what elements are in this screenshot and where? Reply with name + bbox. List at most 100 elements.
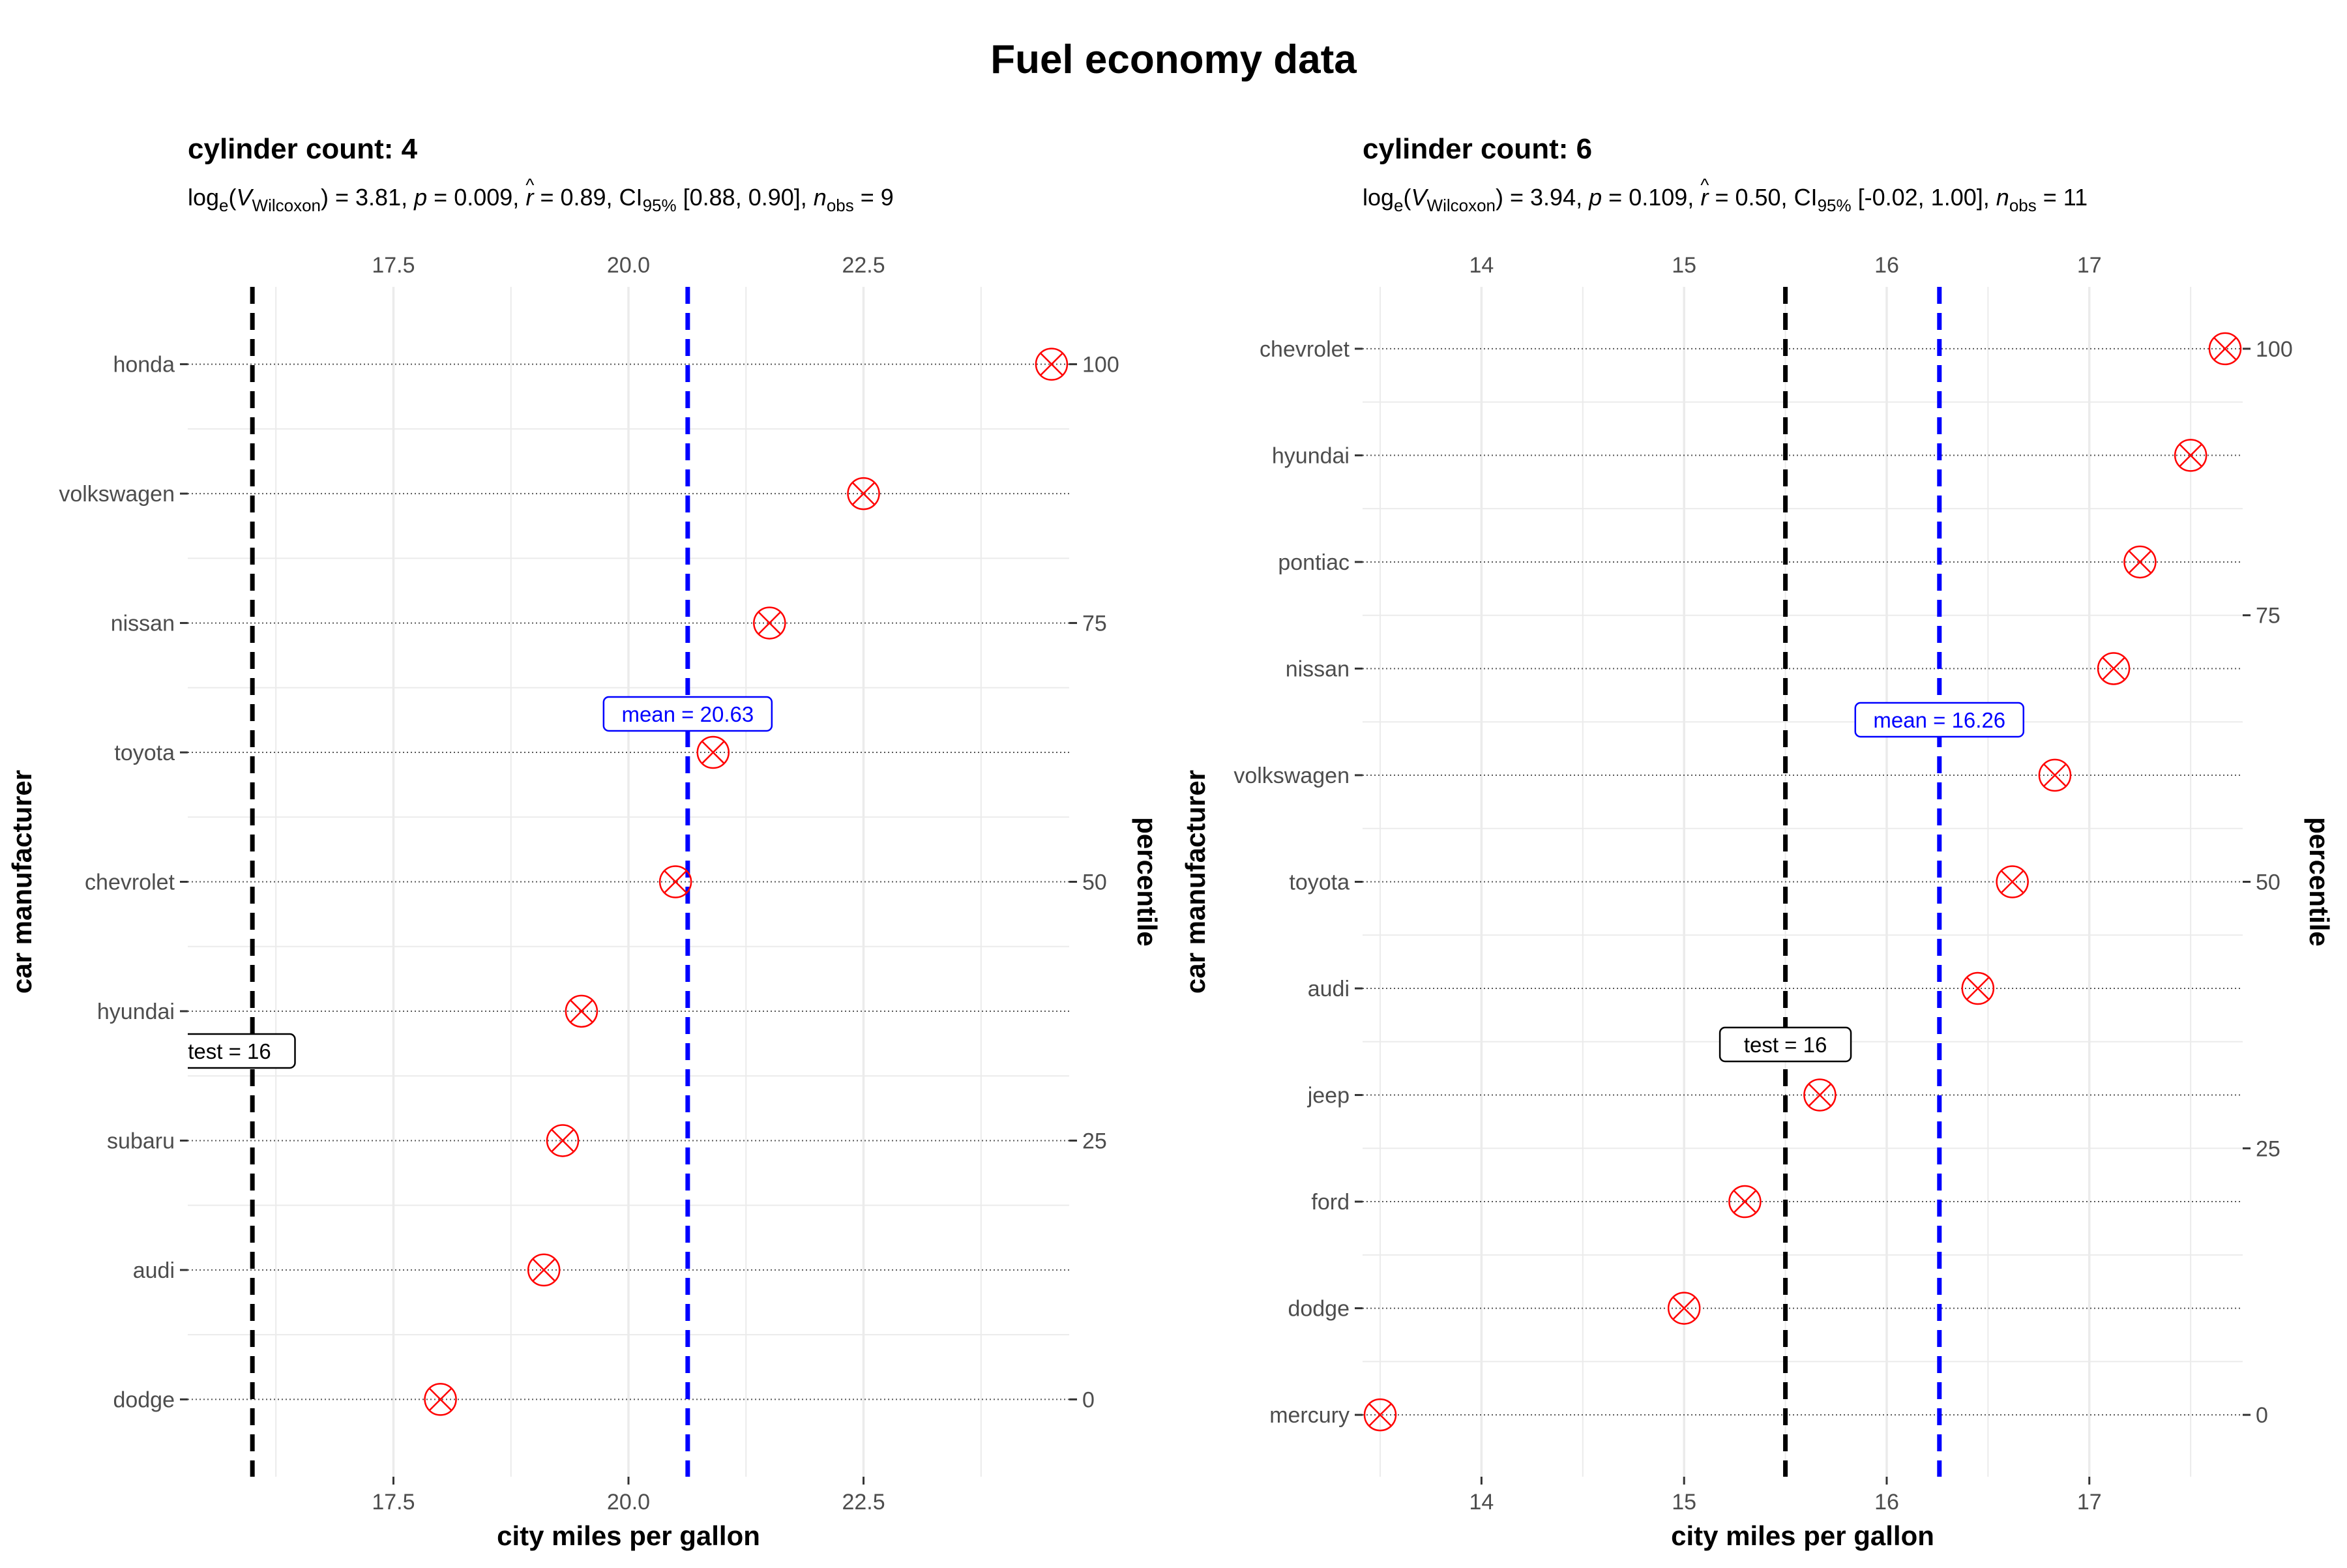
y-tick-label: audi: [133, 1258, 175, 1283]
data-point-nissan: [753, 606, 786, 640]
data-point-circle: [2038, 758, 2072, 792]
data-point-toyota: [696, 735, 730, 769]
x-tick-label-top: 14: [1469, 253, 1494, 278]
x-tick-label-top: 17.5: [372, 253, 415, 278]
data-point-circle: [658, 865, 692, 898]
data-point-cross: [851, 481, 876, 506]
data-point-jeep: [1803, 1078, 1837, 1112]
x-tick-label-top: 16: [1874, 253, 1899, 278]
data-point-circle: [565, 994, 598, 1028]
data-point-chevrolet: [658, 865, 692, 898]
data-point-honda: [1035, 348, 1069, 381]
mean-label-box: [602, 696, 773, 732]
x-tick-label-bottom: 15: [1672, 1490, 1696, 1515]
percentile-tick-label: 100: [2256, 337, 2293, 362]
x-tick-label-top: 17: [2077, 253, 2102, 278]
data-point-circle: [847, 477, 880, 510]
panel-title: cylinder count: 6: [1363, 133, 1592, 165]
data-point-dodge: [1667, 1292, 1701, 1325]
percentile-tick-label: 75: [2256, 604, 2281, 629]
data-point-volkswagen: [2038, 758, 2072, 792]
mean-label: mean = 20.63: [602, 696, 773, 732]
data-point-volkswagen: [847, 477, 880, 510]
data-point-cross: [1039, 352, 1064, 376]
data-point-cross: [663, 870, 688, 894]
figure-title: Fuel economy data: [990, 37, 1357, 82]
test-label-text: test = 16: [1744, 1033, 1827, 1057]
data-point-cross: [1966, 976, 1990, 1001]
data-point-cross: [701, 740, 725, 765]
chart-panel-2: cylinder count: 6 loge(VWilcoxon) = 3.94,…: [1180, 133, 2335, 1551]
data-point-hyundai: [565, 994, 598, 1028]
data-point-cross: [758, 611, 782, 635]
percentile-tick-label: 75: [1082, 612, 1107, 636]
data-point-cross: [2128, 550, 2152, 574]
data-point-cross: [428, 1387, 452, 1412]
y-tick-label: hyundai: [97, 999, 175, 1024]
y-tick-label: toyota: [1289, 870, 1350, 895]
data-point-dodge: [424, 1383, 457, 1416]
y-tick-label: pontiac: [1278, 550, 1350, 575]
data-point-cross: [1672, 1296, 1696, 1320]
data-point-circle: [1803, 1078, 1837, 1112]
panel-title: cylinder count: 4: [188, 133, 418, 165]
x-axis-title: city miles per gallon: [497, 1520, 760, 1551]
test-label: test = 16: [57, 1031, 296, 1071]
data-point-toyota: [1996, 865, 2029, 898]
data-point-cross: [2213, 336, 2237, 361]
y-tick-label: dodge: [113, 1387, 175, 1412]
data-point-ford: [1728, 1185, 1762, 1219]
data-point-hyundai: [2174, 439, 2207, 472]
x-tick-label-bottom: 22.5: [842, 1490, 885, 1515]
gridlines: [188, 287, 1069, 1477]
data-point-subaru: [546, 1124, 580, 1157]
y-tick-label: mercury: [1269, 1403, 1350, 1428]
y-tick-label: nissan: [111, 612, 175, 636]
y-tick-label: jeep: [1307, 1084, 1350, 1108]
y-tick-label: nissan: [1286, 657, 1350, 681]
x-axis-title: city miles per gallon: [1671, 1520, 1934, 1551]
data-point-circle: [1035, 348, 1069, 381]
percentile-axis-title: percentile: [1132, 817, 1162, 946]
data-point-circle: [1667, 1292, 1701, 1325]
label-clip-mask: [57, 1031, 188, 1071]
data-point-cross: [1733, 1189, 1757, 1214]
data-point-circle: [1961, 971, 1995, 1005]
mean-label-box: [1854, 702, 2025, 738]
data-point-cross: [2101, 657, 2126, 681]
data-point-mercury: [1363, 1398, 1397, 1432]
y-tick-label: volkswagen: [1233, 763, 1350, 788]
chart-panel-1: cylinder count: 4 loge(VWilcoxon) = 3.81,…: [7, 133, 1162, 1551]
test-label: test = 16: [1719, 1026, 1852, 1063]
data-point-circle: [527, 1253, 561, 1287]
y-axis-title: car manufacturer: [1180, 770, 1211, 994]
mean-label-text: mean = 16.26: [1873, 708, 2005, 732]
data-point-circle: [546, 1124, 580, 1157]
data-point-circle: [1996, 865, 2029, 898]
gridlines: [1363, 287, 2243, 1477]
y-tick-label: audi: [1308, 977, 1350, 1001]
y-tick-label: subaru: [107, 1129, 175, 1153]
x-tick-label-bottom: 16: [1874, 1490, 1899, 1515]
y-tick-label: chevrolet: [85, 870, 175, 895]
y-tick-label: dodge: [1288, 1297, 1350, 1322]
data-point-cross: [569, 999, 594, 1024]
data-point-cross: [2043, 763, 2067, 788]
percentile-tick-label: 0: [1082, 1387, 1095, 1412]
data-point-cross: [550, 1129, 575, 1153]
y-tick-label: ford: [1311, 1190, 1350, 1215]
data-point-circle: [424, 1383, 457, 1416]
x-tick-label-top: 15: [1672, 253, 1696, 278]
y-tick-label: volkswagen: [59, 482, 175, 507]
data-point-cross: [532, 1258, 556, 1282]
data-point-circle: [753, 606, 786, 640]
data-point-chevrolet: [2208, 332, 2242, 366]
y-tick-label: honda: [113, 353, 175, 377]
mean-label: mean = 16.26: [1854, 702, 2025, 738]
percentile-axis-title: percentile: [2304, 817, 2335, 946]
data-point-circle: [2208, 332, 2242, 366]
data-point-circle: [1363, 1398, 1397, 1432]
x-tick-label-bottom: 14: [1469, 1490, 1494, 1515]
data-point-pontiac: [2123, 545, 2157, 579]
panel-subtitle: loge(VWilcoxon) = 3.81, p = 0.009, ^r = …: [188, 175, 894, 215]
